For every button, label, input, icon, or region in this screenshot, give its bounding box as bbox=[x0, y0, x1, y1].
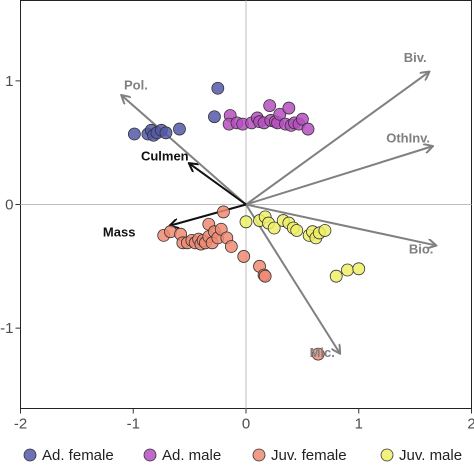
arrow-label-bio: Bio. bbox=[409, 241, 434, 256]
legend-key-ad-male bbox=[143, 448, 157, 462]
y-tick-label: 0 bbox=[5, 197, 13, 214]
point-juv-female bbox=[258, 269, 272, 283]
arrow-biv bbox=[245, 72, 429, 206]
x-tick-label: 2 bbox=[467, 416, 474, 433]
arrow-labels: Biv. OthInv. Bio. Mic. Pol. Culmen Mass bbox=[103, 50, 433, 360]
x-tick-label: -2 bbox=[14, 416, 27, 433]
point-juv-female bbox=[237, 250, 251, 263]
x-tick-label: 0 bbox=[242, 416, 250, 433]
point-juv-female bbox=[224, 240, 238, 253]
point-ad-female bbox=[127, 127, 141, 141]
legend-key-juv-female bbox=[252, 448, 266, 462]
point-juv-male bbox=[239, 215, 253, 229]
legend-key-ad-female bbox=[23, 448, 37, 462]
arrow-culmen bbox=[190, 164, 247, 206]
legend-label-ad-female: Ad. female bbox=[42, 447, 114, 464]
legend-label-juv-male: Juv. male bbox=[399, 447, 462, 464]
point-juv-female bbox=[311, 347, 325, 361]
legend-key-juv-male bbox=[380, 448, 394, 462]
point-ad-male bbox=[295, 112, 309, 126]
x-tick-label: 1 bbox=[355, 416, 363, 433]
arrow-bio bbox=[245, 203, 435, 246]
point-juv-female bbox=[217, 205, 230, 219]
y-tick-label: 1 bbox=[5, 73, 13, 90]
arrow-label-mass: Mass bbox=[103, 225, 136, 240]
arrow-mass bbox=[170, 203, 247, 226]
x-tick-label: -1 bbox=[127, 416, 140, 433]
arrow-label-biv: Biv. bbox=[404, 50, 427, 65]
point-ad-male bbox=[301, 122, 315, 136]
legend: Ad. female Ad. male Juv. female Juv. male bbox=[23, 447, 462, 464]
arrow-label-mic: Mic. bbox=[310, 345, 335, 360]
point-ad-male bbox=[263, 99, 277, 112]
point-ad-female bbox=[159, 126, 173, 140]
loading-arrows bbox=[122, 72, 435, 353]
arrow-label-culmen: Culmen bbox=[141, 149, 189, 164]
arrow-pol bbox=[122, 96, 247, 206]
point-juv-male bbox=[318, 224, 332, 237]
point-juv-male bbox=[341, 263, 354, 277]
arrow-label-othinv: OthInv. bbox=[386, 130, 430, 145]
point-juv-male bbox=[352, 262, 366, 276]
point-ad-female bbox=[173, 122, 186, 136]
legend-label-juv-female: Juv. female bbox=[271, 447, 347, 464]
data-points bbox=[127, 81, 366, 361]
y-tick-label: -1 bbox=[0, 320, 13, 337]
point-ad-female bbox=[208, 110, 221, 124]
point-ad-male bbox=[273, 107, 287, 121]
legend-label-ad-male: Ad. male bbox=[162, 447, 221, 464]
point-ad-male bbox=[282, 101, 296, 115]
arrow-othinv bbox=[245, 146, 432, 206]
point-ad-female bbox=[211, 81, 225, 95]
point-juv-male bbox=[329, 269, 343, 283]
x-axis: -2 -1 0 1 2 bbox=[14, 408, 474, 433]
point-juv-male bbox=[290, 224, 304, 237]
arrow-mic bbox=[245, 203, 340, 353]
point-juv-male bbox=[267, 221, 281, 235]
y-axis: -1 0 1 bbox=[0, 73, 21, 337]
arrow-label-pol: Pol. bbox=[124, 78, 148, 93]
